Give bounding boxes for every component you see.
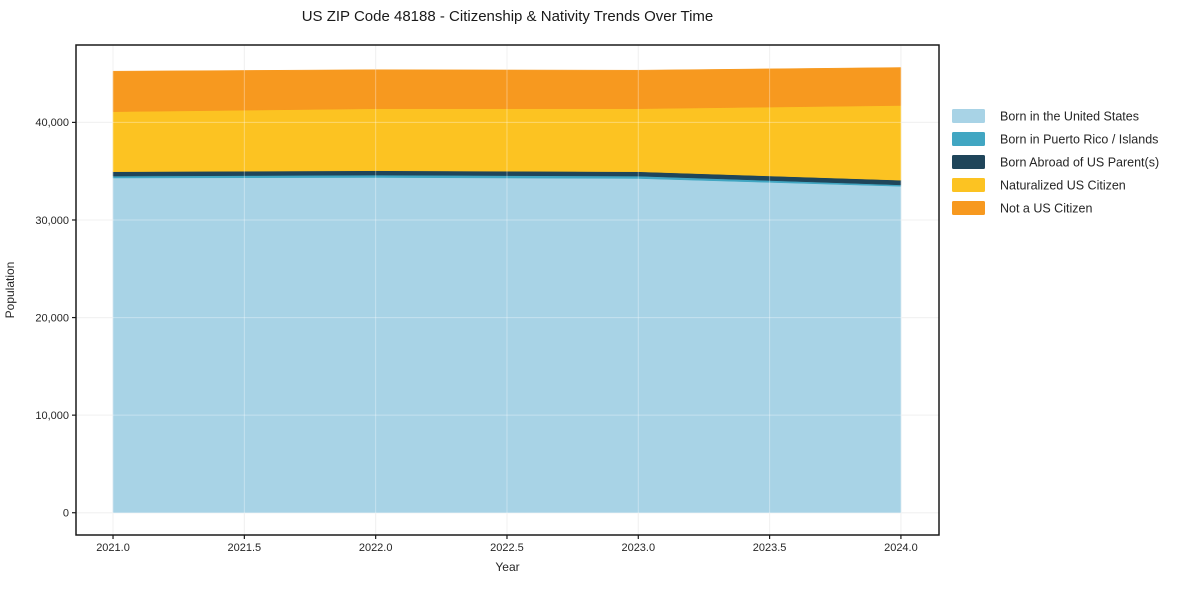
y-tick-label: 30,000 xyxy=(35,215,69,227)
legend-label: Born in Puerto Rico / Islands xyxy=(1000,132,1158,146)
y-tick-label: 20,000 xyxy=(35,312,69,324)
y-axis-label: Population xyxy=(3,262,17,319)
x-tick-label: 2021.5 xyxy=(228,542,262,554)
area-not-a-us-citizen xyxy=(112,67,902,112)
legend-item-born-in-puerto-rico-islands: Born in Puerto Rico / Islands xyxy=(952,132,1158,146)
legend: Born in the United States Born in Puerto … xyxy=(952,109,1159,215)
y-tick-label: 10,000 xyxy=(35,410,69,422)
x-tick-label: 2022.5 xyxy=(490,542,524,554)
legend-item-naturalized-us-citizen: Naturalized US Citizen xyxy=(952,178,1126,192)
x-tick-label: 2024.0 xyxy=(884,542,918,554)
x-tick-label: 2022.0 xyxy=(359,542,393,554)
legend-label: Born in the United States xyxy=(1000,109,1139,123)
legend-swatch xyxy=(952,132,985,146)
legend-swatch xyxy=(952,109,985,123)
y-tick-label: 0 xyxy=(63,508,69,520)
legend-swatch xyxy=(952,155,985,169)
x-axis-label: Year xyxy=(495,560,519,574)
x-tick-label: 2023.5 xyxy=(753,542,787,554)
legend-item-born-in-the-united-states: Born in the United States xyxy=(952,109,1139,123)
legend-item-not-a-us-citizen: Not a US Citizen xyxy=(952,201,1092,215)
legend-item-born-abroad-of-us-parent-s: Born Abroad of US Parent(s) xyxy=(952,155,1159,169)
legend-swatch xyxy=(952,178,985,192)
x-tick-label: 2023.0 xyxy=(621,542,655,554)
y-tick-label: 40,000 xyxy=(35,117,69,129)
legend-swatch xyxy=(952,201,985,215)
legend-label: Not a US Citizen xyxy=(1000,201,1092,215)
legend-label: Born Abroad of US Parent(s) xyxy=(1000,155,1159,169)
legend-label: Naturalized US Citizen xyxy=(1000,178,1126,192)
x-tick-label: 2021.0 xyxy=(96,542,130,554)
chart-title: US ZIP Code 48188 - Citizenship & Nativi… xyxy=(301,8,714,25)
